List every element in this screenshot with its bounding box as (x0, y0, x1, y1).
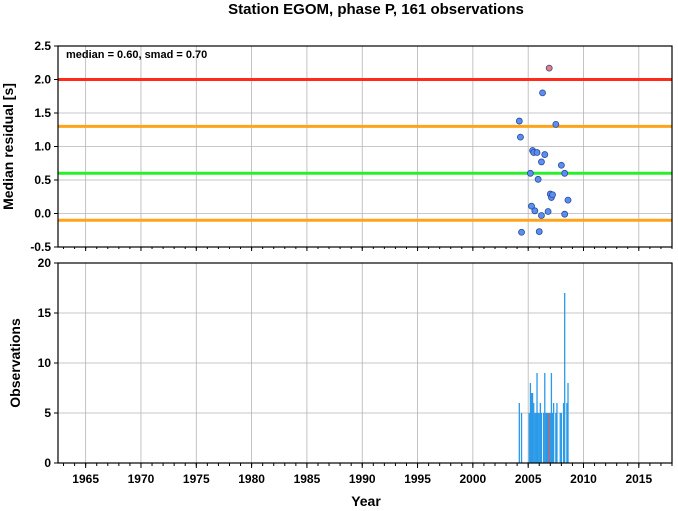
x-tick-label: 1985 (294, 472, 321, 486)
residual-y-tick-label: 2.0 (34, 73, 51, 87)
residual-y-tick-label: 1.5 (34, 106, 51, 120)
residual-point-highlighted (545, 64, 553, 72)
observations-plot-frame (57, 262, 673, 464)
x-tick-label: 2015 (625, 472, 652, 486)
residual-point (534, 175, 542, 183)
residual-points (515, 64, 572, 236)
residual-reference-lines (58, 78, 672, 222)
x-tick-label: 1970 (128, 472, 155, 486)
x-axis-label: Year (351, 493, 381, 509)
residual-point (517, 133, 524, 141)
residual-y-tick-label: 0.0 (34, 207, 51, 221)
residual-point (552, 120, 560, 128)
residual-plot-frame (57, 45, 673, 248)
residual-x-axis-ticks (63, 247, 673, 251)
observations-x-axis: 1965 1970 1975 1980 1985 1990 1995 2000 2005 2010… (63, 463, 673, 486)
residual-point (561, 210, 569, 218)
residual-point (541, 151, 549, 158)
residual-y-axis: -0.5 0.0 0.5 1.0 1.5 2.0 2.5 (30, 39, 58, 254)
residual-y-tick-label: -0.5 (30, 240, 51, 254)
x-tick-label: 1965 (72, 472, 99, 486)
observations-y-tick-label: 10 (38, 356, 52, 370)
observations-panel: 0 5 10 15 20 1965 1970 1975 1980 1985 1990 1995 200… (7, 256, 673, 509)
residual-point (526, 169, 534, 177)
chart-title: Station EGOM, phase P, 161 observations (228, 1, 524, 18)
residual-y-tick-label: 1.0 (34, 140, 51, 154)
residual-point (557, 161, 565, 169)
x-tick-label: 1975 (183, 472, 210, 486)
residual-point (515, 117, 523, 125)
observations-y-axis: 0 5 10 15 20 (38, 256, 58, 470)
x-tick-label: 1990 (349, 472, 376, 486)
residual-y-tick-label: 0.5 (34, 173, 51, 187)
residual-point (531, 207, 539, 215)
residual-point (538, 212, 545, 219)
x-tick-label: 1995 (404, 472, 431, 486)
residual-point (564, 196, 572, 204)
x-tick-label: 1980 (238, 472, 265, 486)
residual-y-axis-label: Median residual [s] (0, 83, 16, 210)
residual-point (535, 228, 543, 235)
residual-y-tick-label: 2.5 (34, 39, 51, 53)
residual-point (528, 202, 535, 210)
x-tick-label: 2005 (515, 472, 542, 486)
observations-y-tick-label: 15 (38, 306, 52, 320)
x-tick-label: 2010 (570, 472, 597, 486)
residual-point (538, 158, 545, 166)
residual-point (518, 228, 525, 236)
residual-point (544, 208, 552, 215)
observations-y-tick-label: 0 (44, 456, 51, 470)
residual-stats-annotation: median = 0.60, smad = 0.70 (66, 49, 207, 61)
observations-y-axis-label: Observations (7, 318, 23, 408)
observations-y-tick-label: 5 (44, 406, 51, 420)
x-tick-label: 2000 (460, 472, 487, 486)
observations-bars (518, 293, 569, 463)
residual-point (533, 149, 541, 156)
residual-panel: -0.5 0.0 0.5 1.0 1.5 2.0 2.5 median = 0.60, sm… (0, 39, 673, 254)
residual-point (539, 89, 546, 97)
observations-y-tick-label: 20 (38, 256, 52, 270)
residual-point (561, 169, 569, 177)
residual-point (549, 191, 556, 199)
